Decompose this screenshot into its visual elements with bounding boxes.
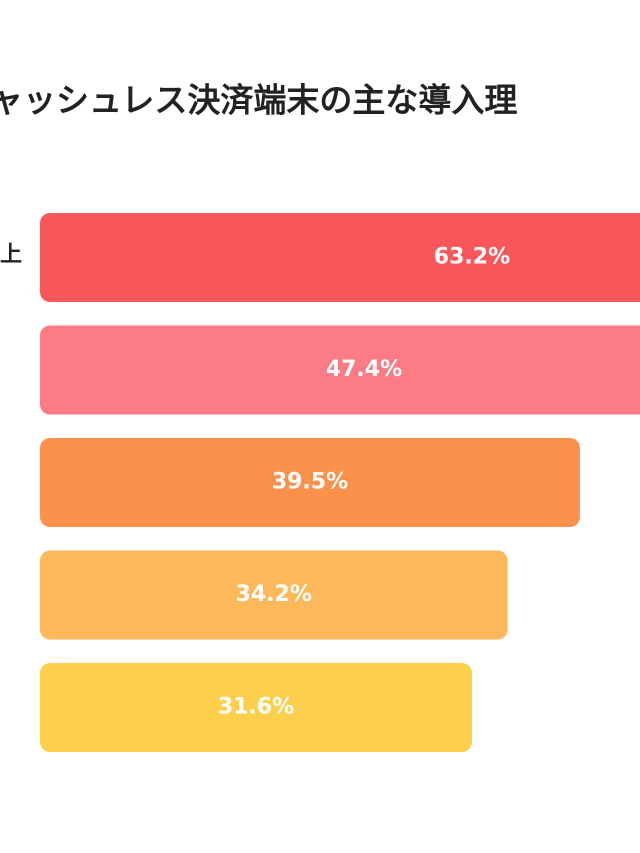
value-label: 31.6% (218, 695, 294, 720)
bar (40, 550, 508, 640)
bar (40, 663, 472, 752)
bar (40, 213, 640, 302)
value-label: 47.4% (326, 357, 402, 382)
bar (40, 325, 640, 415)
value-label: 63.2% (434, 245, 510, 270)
bar (40, 438, 580, 527)
value-label: 39.5% (272, 470, 348, 495)
chart-title: ャッシュレス決済端末の主な導入理 (0, 81, 517, 120)
category-label: 上 (0, 243, 22, 268)
value-label: 34.2% (236, 582, 312, 607)
